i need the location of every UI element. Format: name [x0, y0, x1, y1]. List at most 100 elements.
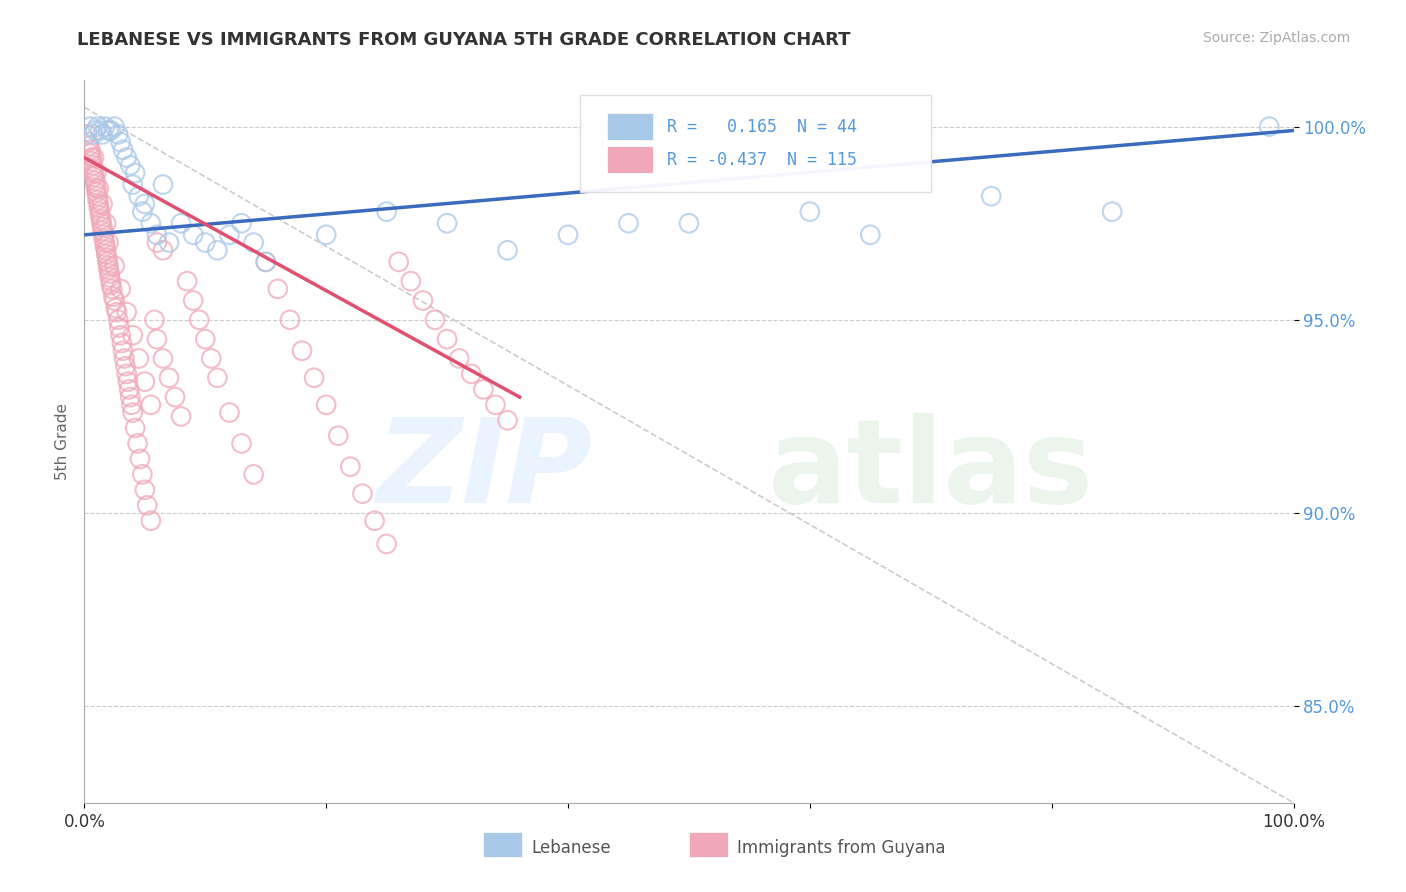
Point: [90, 212, 112, 227]
Point: [207, 371, 229, 385]
Point: [412, 293, 434, 308]
Point: [436, 216, 458, 230]
Point: [146, 235, 169, 250]
Point: [104, 259, 127, 273]
Bar: [607, 112, 652, 140]
Y-axis label: 5th Grade: 5th Grade: [55, 403, 70, 480]
Point: [194, 235, 217, 250]
Point: [617, 216, 640, 230]
Point: [86, 120, 108, 134]
Point: [139, 216, 162, 230]
Point: [139, 398, 162, 412]
Point: [436, 332, 458, 346]
Point: [146, 332, 169, 346]
Point: [79, 120, 101, 134]
Point: [181, 227, 204, 242]
Point: [103, 290, 125, 304]
Point: [89, 209, 111, 223]
Point: [143, 313, 166, 327]
Point: [100, 278, 122, 293]
Point: [152, 244, 174, 258]
Point: [194, 332, 217, 346]
Point: [90, 216, 112, 230]
Point: [87, 181, 110, 195]
Point: [104, 301, 127, 316]
Point: [218, 406, 240, 420]
Point: [110, 282, 132, 296]
Point: [98, 270, 121, 285]
Bar: [607, 146, 652, 173]
Point: [76, 128, 98, 142]
Point: [134, 197, 156, 211]
Point: [231, 216, 253, 230]
Point: [86, 166, 108, 180]
Point: [134, 375, 156, 389]
Point: [267, 282, 290, 296]
Point: [131, 467, 153, 482]
Point: [94, 239, 117, 253]
Point: [859, 227, 882, 242]
Point: [146, 227, 169, 242]
Point: [112, 351, 135, 366]
Point: [104, 120, 127, 134]
Point: [124, 421, 146, 435]
Point: [93, 227, 115, 242]
Point: [302, 371, 325, 385]
Point: [97, 123, 120, 137]
Text: ZIP: ZIP: [377, 413, 592, 528]
Point: [111, 336, 134, 351]
Point: [84, 174, 107, 188]
Point: [110, 328, 132, 343]
Point: [218, 227, 240, 242]
Point: [97, 259, 120, 273]
Point: [165, 390, 187, 404]
Point: [114, 359, 136, 374]
Point: [89, 204, 111, 219]
Point: [315, 398, 337, 412]
Point: [82, 162, 104, 177]
Point: [399, 274, 422, 288]
Point: [94, 120, 117, 134]
Point: [120, 158, 142, 172]
Point: [139, 514, 162, 528]
Point: [496, 413, 519, 427]
Point: [87, 197, 110, 211]
Point: [352, 486, 374, 500]
Point: [423, 313, 446, 327]
Point: [93, 232, 115, 246]
Point: [107, 313, 129, 327]
Point: [84, 178, 107, 192]
Point: [105, 305, 128, 319]
Bar: [484, 831, 522, 857]
Point: [207, 244, 229, 258]
Point: [112, 343, 135, 358]
Point: [112, 143, 135, 157]
Point: [94, 235, 117, 250]
Point: [98, 267, 121, 281]
Point: [1101, 204, 1123, 219]
Point: [96, 255, 118, 269]
Point: [496, 244, 519, 258]
Point: [375, 537, 398, 551]
Point: [254, 255, 277, 269]
Point: [115, 151, 138, 165]
Point: [128, 351, 150, 366]
Point: [121, 178, 143, 192]
Point: [129, 451, 152, 466]
Point: [91, 197, 114, 211]
Point: [200, 351, 222, 366]
Text: atlas: atlas: [768, 413, 1094, 528]
Point: [254, 255, 277, 269]
Point: [83, 151, 105, 165]
Point: [97, 235, 120, 250]
Point: [134, 483, 156, 497]
Point: [91, 224, 114, 238]
Point: [101, 282, 124, 296]
Point: [83, 169, 105, 184]
Point: [152, 351, 174, 366]
Point: [87, 201, 110, 215]
Point: [176, 274, 198, 288]
Point: [557, 227, 579, 242]
Text: Immigrants from Guyana: Immigrants from Guyana: [737, 839, 946, 857]
Text: R =   0.165  N = 44: R = 0.165 N = 44: [668, 118, 858, 136]
